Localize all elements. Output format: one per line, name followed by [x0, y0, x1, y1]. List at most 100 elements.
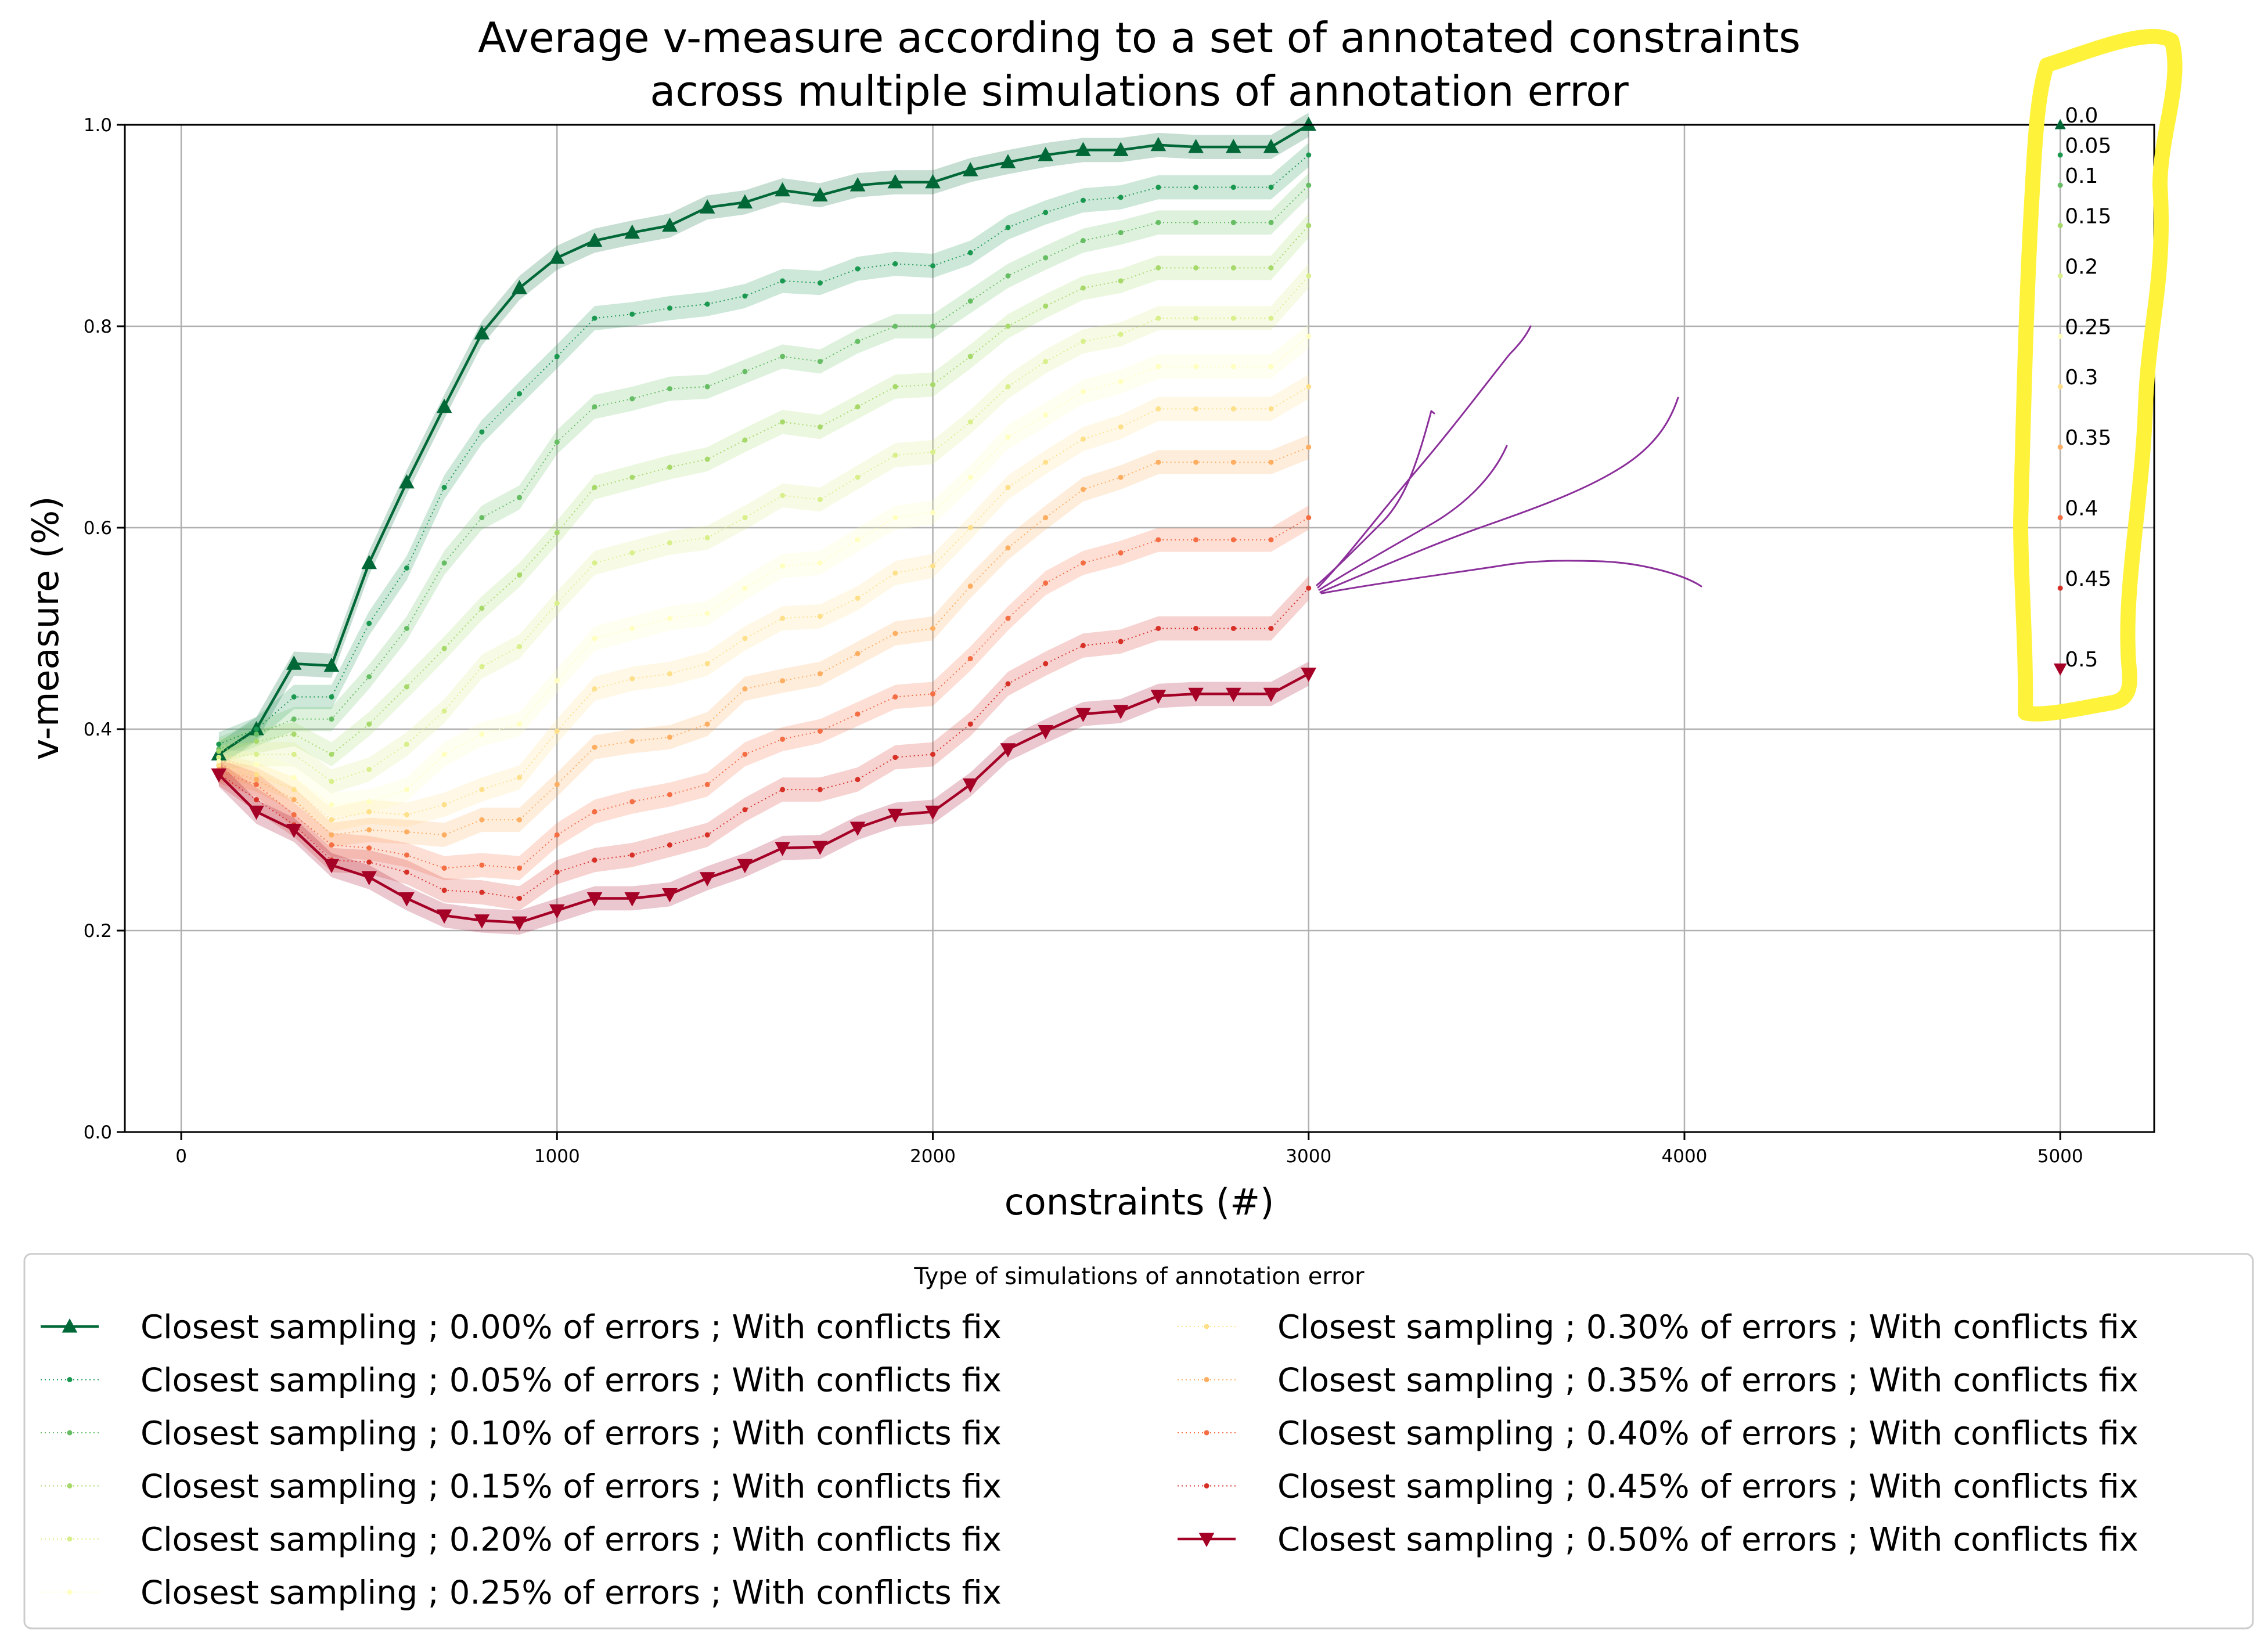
- point-s0-17: [849, 177, 866, 192]
- point-s0-7: [474, 325, 490, 340]
- point-s4-19: [930, 449, 936, 455]
- y-tick-label-4: 0.8: [84, 316, 112, 337]
- legend-swatch-marker-9: [1204, 1483, 1209, 1488]
- legend-label-8: Closest sampling ; 0.40% of errors ; Wit…: [1277, 1415, 2139, 1452]
- point-s9-28: [1268, 626, 1274, 631]
- legend-entry-4: Closest sampling ; 0.20% of errors ; Wit…: [41, 1521, 1002, 1559]
- point-s7-4: [366, 827, 372, 832]
- point-s7-6: [441, 832, 447, 838]
- point-s9-25: [1155, 626, 1161, 631]
- point-s3-3: [329, 751, 334, 757]
- point-s7-15: [780, 678, 786, 684]
- point-s5-0: [216, 759, 222, 765]
- point-s1-15: [780, 278, 786, 284]
- point-s0-10: [586, 232, 603, 247]
- point-s8-14: [742, 751, 748, 757]
- legend-swatch-marker-0: [62, 1318, 78, 1333]
- point-s9-10: [592, 857, 597, 863]
- point-s3-18: [892, 384, 898, 390]
- legend-swatch-marker-5: [67, 1589, 73, 1595]
- point-s8-18: [892, 694, 898, 700]
- point-s8-24: [1118, 550, 1124, 556]
- point-s7-1: [254, 777, 260, 783]
- point-s9-11: [629, 852, 635, 858]
- end-point-7: [2057, 444, 2063, 450]
- point-s10-3: [323, 859, 340, 874]
- point-s7-23: [1080, 486, 1086, 492]
- point-s5-22: [1043, 412, 1049, 418]
- point-s5-10: [592, 636, 597, 641]
- point-s5-7: [479, 731, 485, 737]
- end-point-3: [2057, 223, 2063, 228]
- point-s10-28: [1263, 687, 1279, 702]
- point-s6-20: [967, 525, 973, 531]
- line-series-0: [218, 124, 1309, 756]
- point-s8-1: [254, 781, 260, 787]
- point-s2-12: [667, 386, 672, 392]
- point-s8-27: [1230, 537, 1236, 543]
- point-s1-27: [1230, 185, 1236, 190]
- point-s5-23: [1080, 389, 1086, 395]
- legend-entry-5: Closest sampling ; 0.25% of errors ; Wit…: [41, 1574, 1002, 1612]
- point-s4-12: [667, 540, 672, 546]
- point-s3-23: [1080, 285, 1086, 291]
- point-s2-28: [1268, 219, 1274, 225]
- point-s10-14: [737, 859, 753, 874]
- point-s1-21: [1005, 225, 1011, 230]
- point-s3-10: [592, 485, 597, 491]
- legend-swatch-marker-6: [1204, 1324, 1209, 1329]
- line-series-3: [218, 225, 1309, 755]
- point-s6-29: [1306, 384, 1312, 390]
- point-s8-17: [855, 711, 861, 717]
- point-s8-10: [592, 809, 597, 814]
- legend-label-4: Closest sampling ; 0.20% of errors ; Wit…: [141, 1521, 1002, 1559]
- point-s1-9: [554, 354, 560, 359]
- point-s2-5: [404, 626, 409, 631]
- point-s9-16: [817, 787, 823, 792]
- point-s6-6: [441, 802, 447, 808]
- legend-swatch-marker-8: [1204, 1430, 1209, 1436]
- point-s4-26: [1193, 315, 1199, 321]
- point-s6-19: [930, 563, 936, 569]
- point-s1-2: [291, 694, 297, 700]
- point-s7-3: [329, 832, 334, 838]
- series-lines: [218, 124, 1309, 924]
- point-s1-16: [817, 280, 823, 286]
- point-s2-1: [254, 731, 260, 737]
- point-s6-16: [817, 614, 823, 619]
- legend-label-9: Closest sampling ; 0.45% of errors ; Wit…: [1277, 1468, 2139, 1506]
- point-s10-1: [249, 805, 264, 820]
- point-s10-23: [1075, 708, 1091, 722]
- point-s7-21: [1005, 545, 1011, 551]
- point-s0-29: [1301, 117, 1317, 131]
- point-s10-15: [775, 842, 790, 856]
- point-s8-4: [366, 845, 372, 851]
- point-s6-10: [592, 686, 597, 692]
- point-s0-6: [436, 398, 452, 413]
- hand-stroke-2: [1317, 325, 1532, 589]
- legend-entry-6: Closest sampling ; 0.30% of errors ; Wit…: [1178, 1309, 2139, 1346]
- point-s9-18: [892, 755, 898, 760]
- point-s6-2: [291, 787, 297, 792]
- point-s10-16: [812, 841, 828, 855]
- point-s6-1: [254, 772, 260, 777]
- point-s1-7: [479, 429, 485, 435]
- legend-entry-9: Closest sampling ; 0.45% of errors ; Wit…: [1178, 1468, 2139, 1506]
- point-s1-10: [592, 315, 597, 321]
- point-s7-28: [1268, 459, 1274, 465]
- legend-entry-10: Closest sampling ; 0.50% of errors ; Wit…: [1178, 1521, 2139, 1559]
- chart-title-line-1: Average v-measure according to a set of …: [478, 13, 1801, 62]
- point-s2-14: [742, 369, 748, 374]
- point-s2-16: [817, 359, 823, 365]
- point-s6-3: [329, 817, 334, 823]
- point-s0-19: [925, 174, 941, 189]
- point-s2-23: [1080, 238, 1086, 244]
- point-s9-15: [780, 787, 786, 792]
- point-s3-11: [629, 474, 635, 480]
- point-s9-1: [254, 796, 260, 802]
- point-s9-24: [1118, 639, 1124, 644]
- band-series-5: [218, 324, 1309, 817]
- point-s2-17: [855, 338, 861, 344]
- point-s4-17: [855, 474, 861, 480]
- point-s7-13: [704, 721, 710, 727]
